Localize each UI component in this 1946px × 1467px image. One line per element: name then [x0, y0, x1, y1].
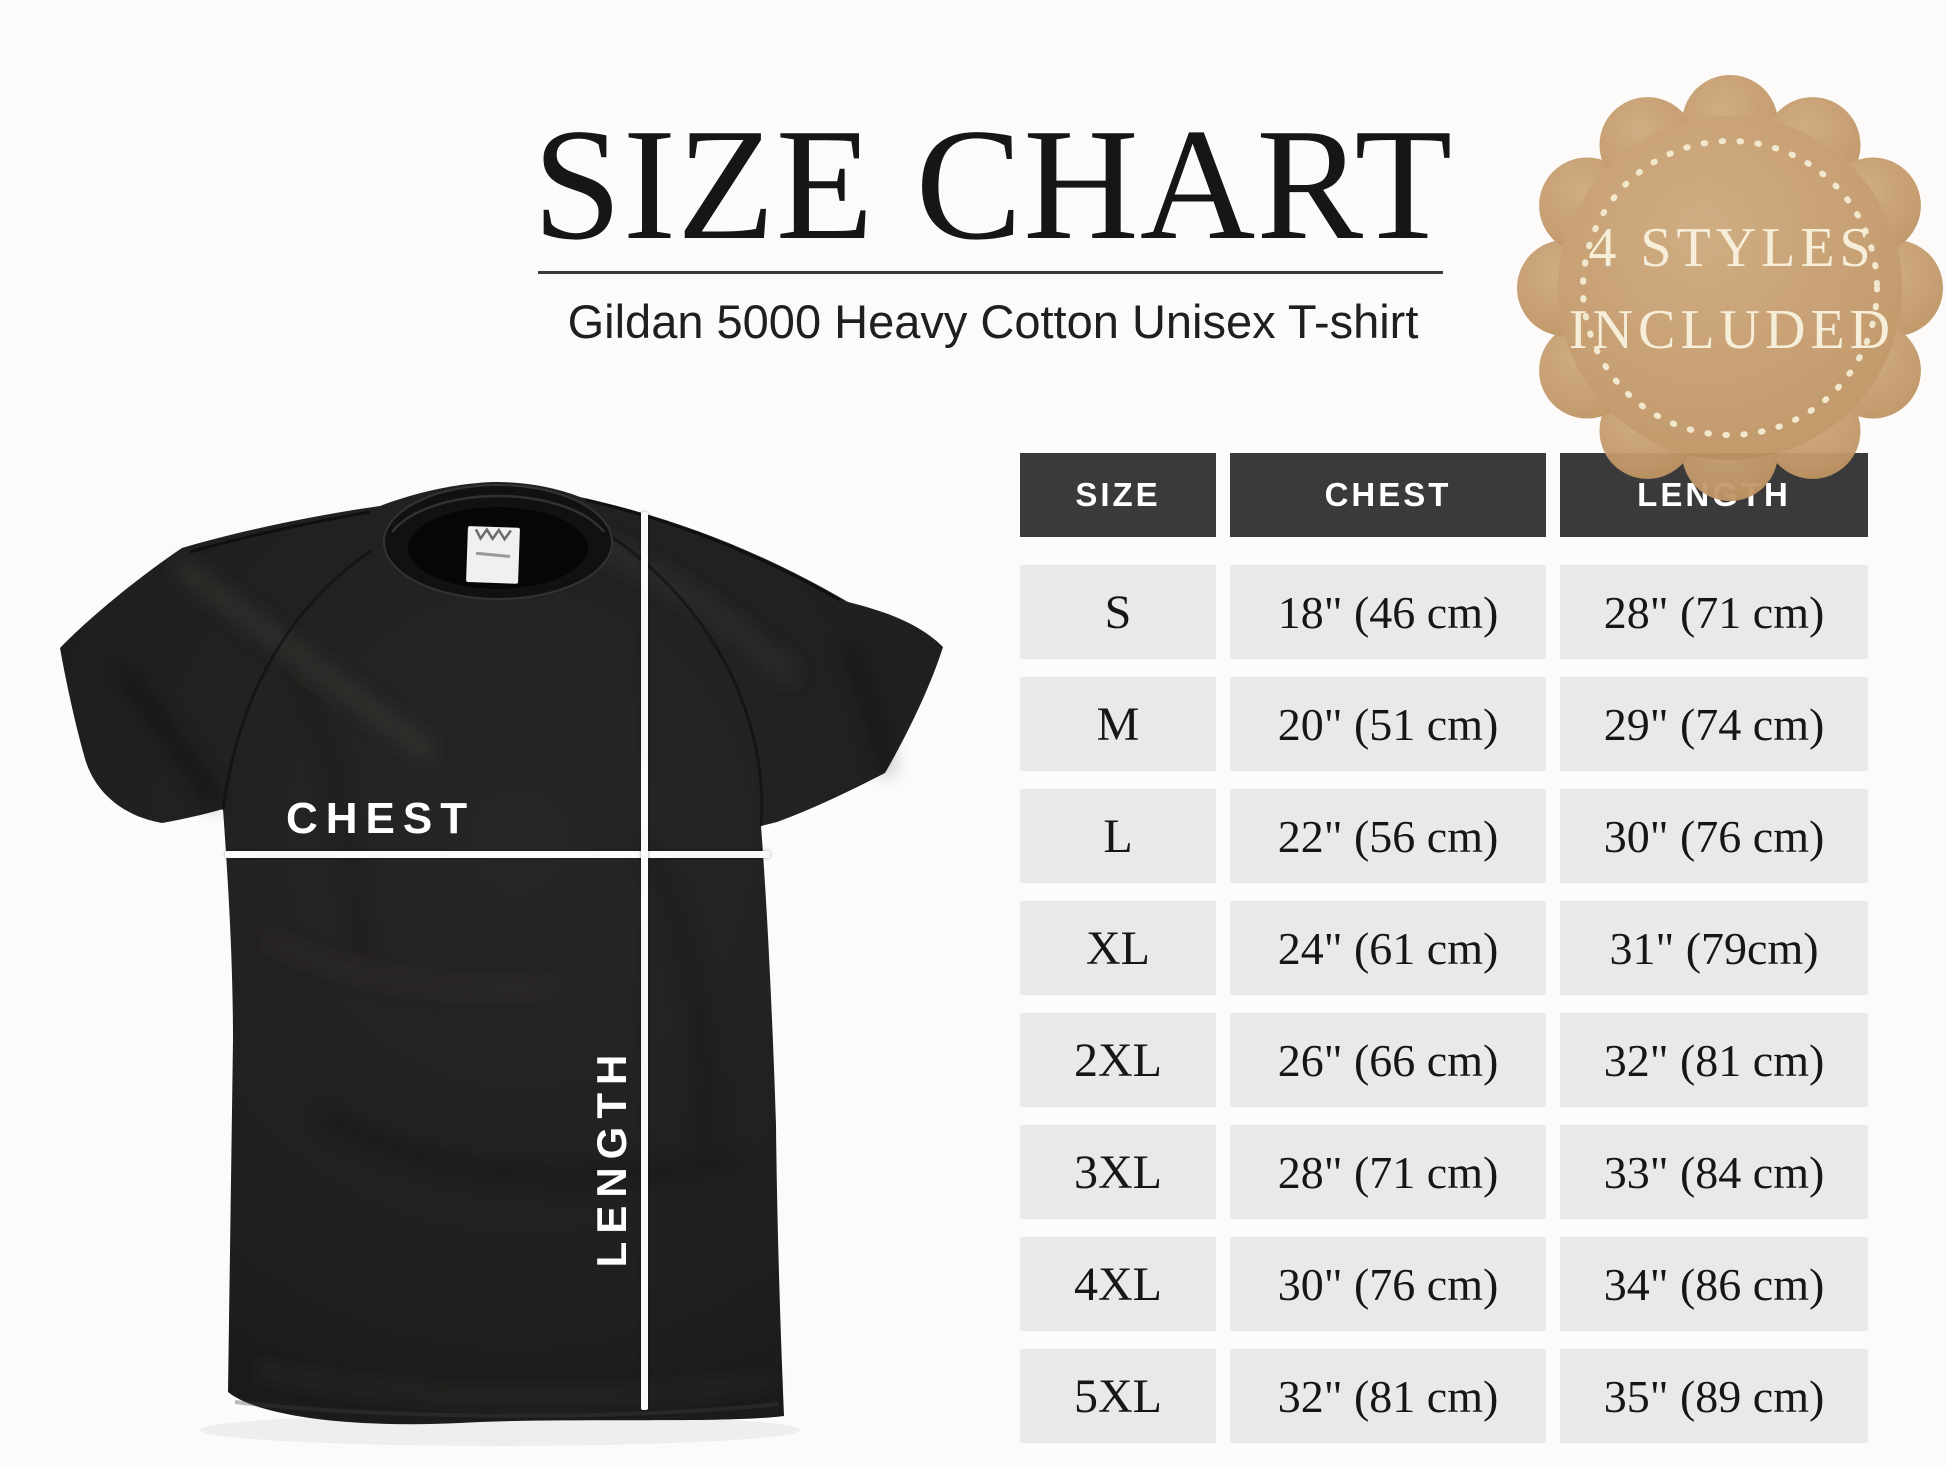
column-header-size: SIZE: [1020, 453, 1216, 537]
column-header-chest: CHEST: [1230, 453, 1546, 537]
table-cell-chest: 20" (51 cm): [1230, 677, 1546, 771]
table-cell-size: 4XL: [1020, 1237, 1216, 1331]
badge-dotted-ring: [1580, 138, 1880, 438]
table-cell-size: S: [1020, 565, 1216, 659]
tshirt-silhouette: [60, 482, 943, 1425]
table-cell-length: 35" (89 cm): [1560, 1349, 1868, 1443]
tshirt-image: [60, 482, 943, 1446]
table-cell-size: 2XL: [1020, 1013, 1216, 1107]
title-underline: [538, 271, 1443, 274]
neck-tag: [466, 526, 520, 584]
seal-icon: 4 STYLES INCLUDED: [1517, 75, 1943, 501]
table-cell-chest: 22" (56 cm): [1230, 789, 1546, 883]
styles-included-badge: 4 STYLES INCLUDED: [1517, 75, 1943, 501]
table-cell-size: M: [1020, 677, 1216, 771]
table-cell-chest: 30" (76 cm): [1230, 1237, 1546, 1331]
table-cell-length: 32" (81 cm): [1560, 1013, 1868, 1107]
chest-measure-line: [225, 851, 770, 858]
table-cell-chest: 18" (46 cm): [1230, 565, 1546, 659]
table-cell-length: 31" (79cm): [1560, 901, 1868, 995]
table-cell-size: 5XL: [1020, 1349, 1216, 1443]
table-cell-length: 28" (71 cm): [1560, 565, 1868, 659]
table-cell-length: 33" (84 cm): [1560, 1125, 1868, 1219]
table-cell-chest: 24" (61 cm): [1230, 901, 1546, 995]
table-cell-size: L: [1020, 789, 1216, 883]
chest-label: CHEST: [286, 794, 476, 843]
table-cell-length: 29" (74 cm): [1560, 677, 1868, 771]
length-measure-line: [641, 512, 648, 1410]
table-cell-size: XL: [1020, 901, 1216, 995]
badge-line2: INCLUDED: [1569, 299, 1895, 361]
size-table: SIZE CHEST LENGTH S 18" (46 cm) 28" (71 …: [1020, 453, 1868, 1443]
table-cell-chest: 26" (66 cm): [1230, 1013, 1546, 1107]
table-cell-length: 34" (86 cm): [1560, 1237, 1868, 1331]
page-subtitle: Gildan 5000 Heavy Cotton Unisex T-shirt: [567, 295, 1419, 348]
page-title: SIZE CHART: [532, 95, 1454, 273]
table-cell-chest: 28" (71 cm): [1230, 1125, 1546, 1219]
table-cell-chest: 32" (81 cm): [1230, 1349, 1546, 1443]
badge-line1: 4 STYLES: [1588, 217, 1875, 279]
length-label: LENGTH: [588, 1046, 635, 1268]
table-cell-length: 30" (76 cm): [1560, 789, 1868, 883]
table-cell-size: 3XL: [1020, 1125, 1216, 1219]
